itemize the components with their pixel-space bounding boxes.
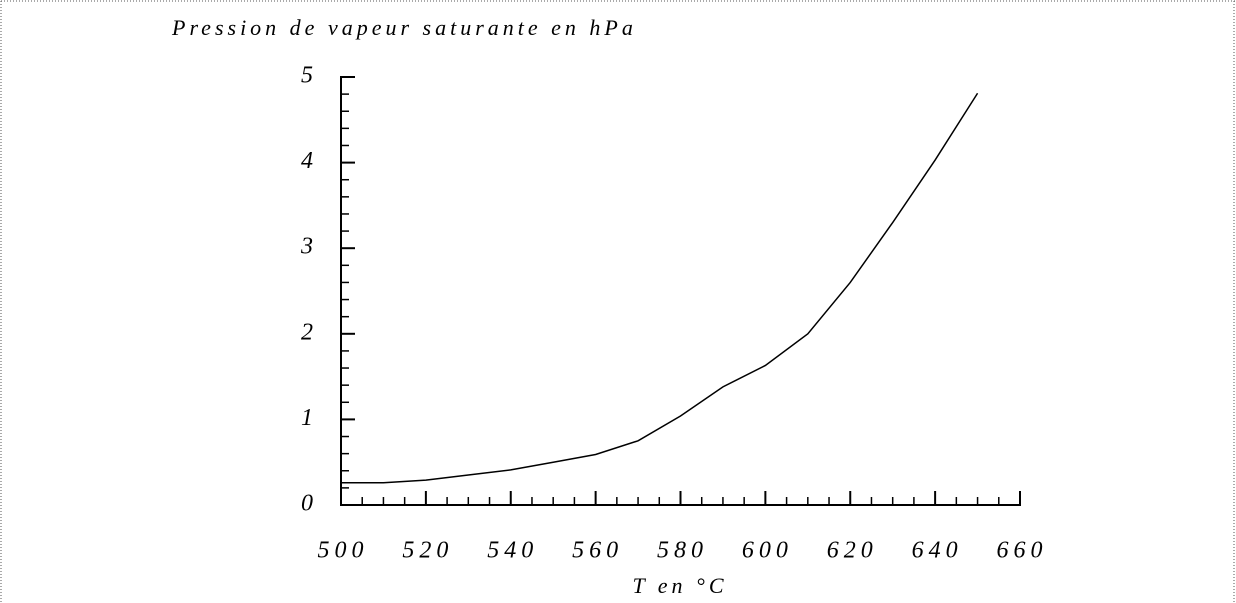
chart-title: Pression de vapeur saturante en hPa (171, 15, 637, 40)
y-tick-label: 0 (301, 491, 318, 517)
x-tick-label: 600 (742, 538, 793, 564)
y-tick-label: 3 (300, 234, 318, 260)
x-tick-label: 660 (997, 538, 1048, 564)
x-tick-label: 500 (318, 538, 369, 564)
y-tick-label: 2 (301, 319, 318, 345)
x-tick-label: 620 (827, 538, 878, 564)
x-axis-label: T en °C (632, 573, 727, 598)
x-tick-label: 520 (402, 538, 453, 564)
x-tick-label: 540 (487, 538, 538, 564)
y-tick-label: 4 (301, 148, 318, 174)
line-series (341, 92, 979, 484)
y-tick-label: 1 (301, 405, 318, 431)
y-tick-label: 5 (301, 63, 318, 89)
x-tick-label: 640 (912, 538, 963, 564)
x-tick-label: 580 (657, 538, 708, 564)
x-tick-label: 560 (572, 538, 623, 564)
